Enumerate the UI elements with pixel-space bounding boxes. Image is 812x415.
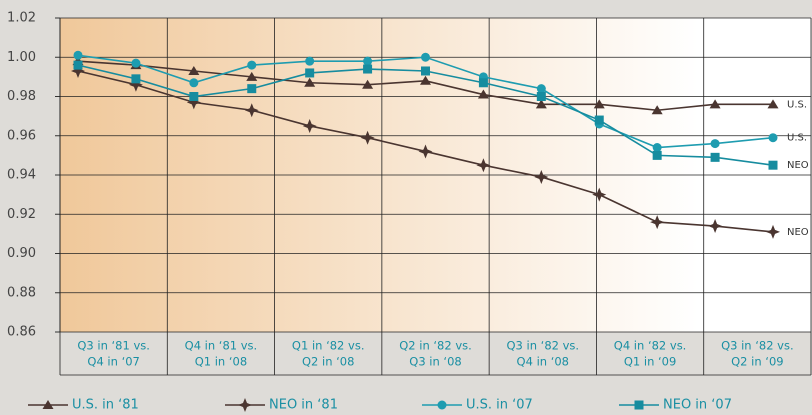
data-point bbox=[421, 66, 430, 76]
data-point bbox=[536, 92, 546, 101]
y-tick-label: 0.92 bbox=[7, 207, 36, 222]
data-point bbox=[594, 115, 604, 125]
end-label: NEO bbox=[787, 160, 809, 171]
data-point bbox=[535, 99, 547, 109]
data-point bbox=[305, 56, 315, 66]
legend-marker bbox=[634, 400, 644, 410]
data-point bbox=[651, 105, 663, 115]
data-point bbox=[131, 74, 141, 84]
data-point bbox=[189, 92, 199, 101]
data-point bbox=[186, 95, 201, 110]
data-point bbox=[768, 133, 778, 143]
x-tick-label: Q2 in ‘82 vs. bbox=[399, 339, 472, 353]
y-tick-label: 0.94 bbox=[7, 168, 36, 183]
data-point bbox=[421, 52, 430, 62]
data-point bbox=[536, 84, 546, 94]
data-point bbox=[363, 56, 373, 66]
legend-marker bbox=[42, 400, 54, 409]
data-point bbox=[534, 169, 549, 184]
data-point bbox=[418, 144, 433, 159]
legend-marker bbox=[238, 398, 252, 412]
y-tick-label: 0.88 bbox=[7, 285, 36, 300]
y-tick-label: 0.86 bbox=[7, 325, 36, 340]
x-tick-label: Q4 in ‘82 vs. bbox=[614, 339, 687, 353]
data-point bbox=[305, 68, 315, 78]
end-label: U.S. bbox=[787, 99, 807, 110]
data-point bbox=[650, 215, 665, 230]
data-point bbox=[708, 219, 723, 234]
data-point bbox=[247, 60, 257, 70]
x-tick-label: Q2 in ‘08 bbox=[302, 355, 354, 369]
data-point bbox=[362, 79, 374, 89]
data-point bbox=[652, 150, 662, 160]
y-tick-label: 0.96 bbox=[7, 128, 36, 143]
x-tick-label: Q4 in ‘07 bbox=[87, 355, 139, 369]
x-tick-label: Q4 in ‘08 bbox=[517, 355, 569, 369]
x-tick-label: Q1 in ‘09 bbox=[624, 355, 676, 369]
data-point bbox=[73, 50, 83, 60]
legend-label: U.S. in ‘81 bbox=[72, 398, 139, 413]
y-tick-label: 0.98 bbox=[7, 89, 36, 104]
data-point bbox=[768, 160, 778, 170]
data-point bbox=[73, 60, 83, 70]
legend-label: NEO in ‘81 bbox=[269, 398, 338, 413]
data-point bbox=[244, 103, 259, 118]
data-point bbox=[189, 78, 199, 88]
data-point bbox=[710, 139, 720, 149]
data-point bbox=[246, 71, 258, 81]
data-point bbox=[476, 158, 491, 173]
data-point bbox=[477, 89, 489, 99]
data-point bbox=[304, 77, 316, 87]
data-point bbox=[420, 75, 431, 85]
data-point bbox=[710, 152, 720, 162]
legend-marker bbox=[437, 400, 447, 410]
x-tick-label: Q1 in ‘08 bbox=[195, 355, 247, 369]
y-tick-label: 0.90 bbox=[7, 246, 36, 261]
data-point bbox=[766, 224, 780, 239]
data-point bbox=[128, 77, 143, 92]
data-point bbox=[247, 84, 257, 94]
y-tick-label: 1.02 bbox=[7, 11, 36, 26]
x-tick-label: Q1 in ‘82 vs. bbox=[292, 339, 365, 353]
data-point bbox=[478, 78, 488, 88]
data-point bbox=[652, 143, 662, 153]
x-tick-label: Q3 in ‘82 vs. bbox=[721, 339, 794, 353]
x-tick-label: Q3 in ‘82 vs. bbox=[507, 339, 580, 353]
x-tick-label: Q3 in ‘81 vs. bbox=[77, 339, 150, 353]
data-point bbox=[188, 65, 200, 75]
data-point bbox=[360, 130, 375, 145]
x-tick-label: Q3 in ‘08 bbox=[409, 355, 461, 369]
data-point bbox=[709, 99, 721, 109]
data-point bbox=[363, 64, 373, 74]
y-tick-label: 1.00 bbox=[7, 50, 36, 65]
data-point bbox=[302, 118, 317, 133]
end-label: NEO bbox=[787, 227, 809, 238]
data-point bbox=[593, 99, 605, 109]
x-tick-label: Q4 in ‘81 vs. bbox=[185, 339, 258, 353]
legend-label: NEO in ‘07 bbox=[663, 398, 732, 413]
legend-label: U.S. in ‘07 bbox=[466, 398, 533, 413]
end-label: U.S. bbox=[787, 133, 807, 144]
data-point bbox=[71, 63, 85, 78]
x-tick-label: Q2 in ‘09 bbox=[731, 355, 783, 369]
data-point bbox=[767, 99, 779, 109]
data-point bbox=[592, 187, 607, 202]
data-point bbox=[131, 58, 141, 68]
